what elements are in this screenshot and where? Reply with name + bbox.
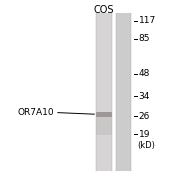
Text: COS: COS bbox=[94, 5, 114, 15]
Text: 117: 117 bbox=[139, 16, 156, 25]
Text: 19: 19 bbox=[139, 130, 150, 139]
Bar bbox=[96, 117, 112, 135]
Text: 34: 34 bbox=[139, 92, 150, 101]
Text: (kD): (kD) bbox=[137, 141, 155, 150]
Text: 26: 26 bbox=[139, 112, 150, 121]
Text: 85: 85 bbox=[139, 34, 150, 43]
Bar bbox=[116, 13, 131, 171]
Bar bbox=[96, 112, 112, 117]
Text: OR7A10: OR7A10 bbox=[17, 108, 54, 117]
Text: 48: 48 bbox=[139, 69, 150, 78]
Bar bbox=[96, 13, 112, 171]
